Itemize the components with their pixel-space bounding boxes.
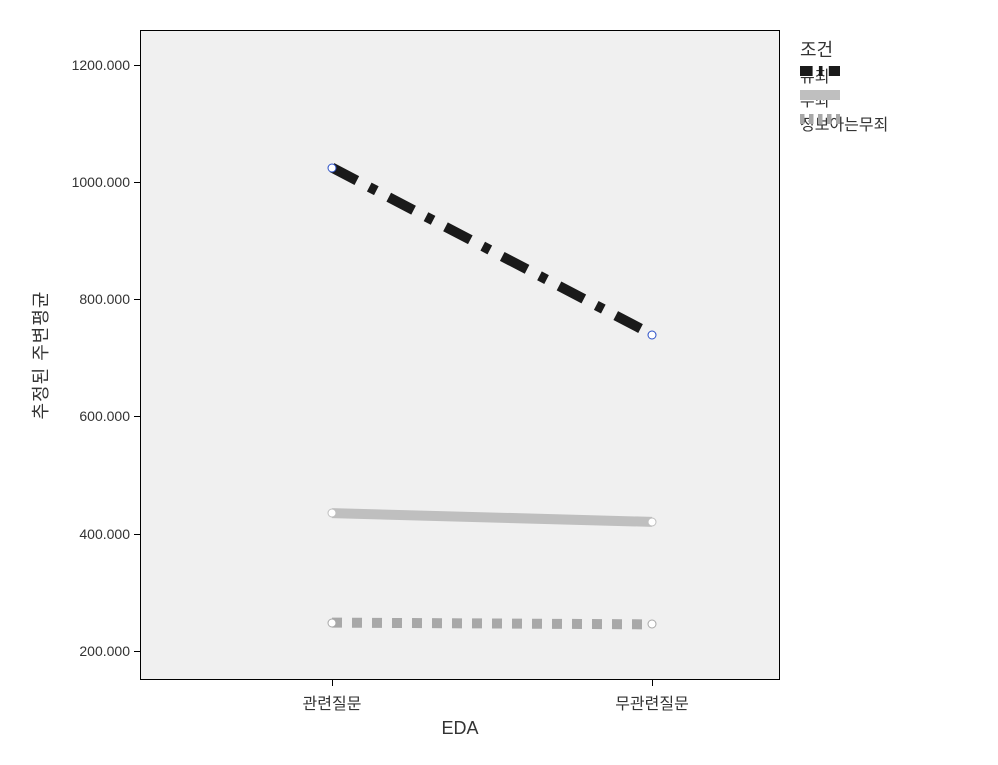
data-point-marker — [648, 620, 657, 629]
data-point-marker — [328, 163, 337, 172]
legend-swatch — [800, 112, 840, 126]
data-point-marker — [328, 509, 337, 518]
data-point-marker — [648, 517, 657, 526]
legend-item: 유죄 — [800, 64, 829, 86]
series-line — [332, 623, 652, 625]
series-line — [332, 168, 652, 335]
legend-item: 정보아는무죄 — [800, 112, 888, 134]
legend-title: 조건 — [800, 36, 833, 62]
chart-container: 200.000400.000600.000800.0001000.0001200… — [0, 0, 998, 765]
data-point-marker — [328, 618, 337, 627]
data-point-marker — [648, 330, 657, 339]
legend-swatch — [800, 88, 840, 102]
series-line — [332, 513, 652, 522]
legend-swatch — [800, 64, 840, 78]
legend-item: 무죄 — [800, 88, 829, 110]
